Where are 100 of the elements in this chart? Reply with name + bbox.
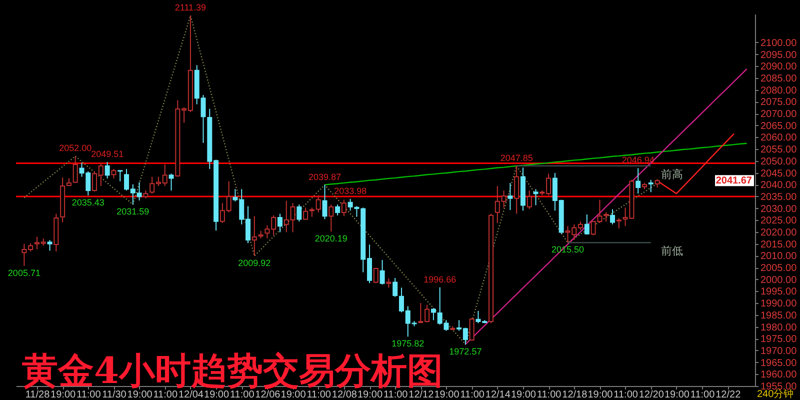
candlestick — [636, 168, 641, 194]
annotation: 2047.85 — [500, 153, 533, 163]
y-tick-label: 2100.00 — [760, 38, 798, 49]
candlestick — [111, 168, 116, 179]
y-tick-label: 2055.00 — [760, 144, 798, 156]
y-tick-label: 2010.00 — [760, 251, 798, 262]
candlestick — [380, 259, 385, 286]
candlestick — [322, 184, 328, 220]
annotation: 1972.57 — [449, 346, 482, 356]
annotation: 2031.59 — [116, 206, 150, 217]
candlestick — [303, 207, 308, 220]
y-tick-label: 2015.00 — [760, 239, 798, 250]
y-tick-label: 2000.00 — [760, 274, 798, 286]
x-tick-label: 19:00 — [434, 390, 460, 400]
annotation: 2009.92 — [238, 258, 271, 268]
x-tick-label: 19:00 — [280, 390, 306, 400]
y-tick-label: 2095.00 — [760, 50, 798, 61]
candlestick — [469, 317, 474, 342]
x-tick-label: 11:00 — [383, 390, 408, 400]
annotation: 2020.19 — [314, 234, 348, 244]
candlestick — [341, 199, 346, 217]
x-tick-label: 11/28 — [25, 390, 50, 400]
x-tick-label: 19:00 — [50, 390, 76, 400]
x-tick-label: 12/08 — [332, 390, 358, 400]
x-tick-label: 19:00 — [204, 390, 230, 400]
x-tick-label: 11:00 — [460, 390, 485, 400]
annotation: 2035.43 — [72, 197, 104, 208]
y-tick-label: 2040.00 — [760, 180, 798, 192]
y-tick-label: 2075.00 — [760, 97, 798, 108]
series-label: 前低 — [660, 246, 683, 258]
x-tick-label: 11:00 — [536, 390, 562, 400]
annotation: 1975.82 — [392, 338, 424, 349]
candlestick — [328, 204, 334, 232]
x-tick-label: 19:00 — [358, 390, 383, 400]
y-tick-label: 2060.00 — [760, 132, 798, 144]
series-label: 前高 — [660, 168, 683, 181]
annotation: 2049.51 — [91, 149, 124, 160]
annotation: 2041.67 — [716, 176, 752, 187]
x-tick-label: 19:00 — [664, 390, 690, 400]
x-tick-label: 12/18 — [562, 390, 588, 400]
annotation: 2005.71 — [8, 268, 40, 278]
y-tick-label: 1970.00 — [760, 346, 798, 357]
x-tick-label: 19:00 — [510, 390, 536, 400]
y-tick-label: 2045.00 — [760, 168, 798, 180]
candlestick — [47, 240, 52, 252]
y-tick-label: 2005.00 — [760, 263, 798, 274]
y-tick-label: 2085.00 — [760, 73, 798, 84]
y-tick-label: 2065.00 — [760, 120, 798, 132]
x-tick-label: 12/12 — [408, 390, 434, 400]
y-tick-label: 2090.00 — [760, 62, 798, 73]
candlestick — [335, 204, 340, 216]
candlestick — [533, 188, 538, 206]
y-tick-label: 1980.00 — [760, 322, 798, 334]
y-tick-label: 1990.00 — [760, 298, 798, 310]
x-tick-label: 12/06 — [255, 390, 281, 400]
y-tick-label: 1965.00 — [760, 358, 798, 369]
y-tick-label: 2080.00 — [760, 85, 798, 96]
candlestick — [252, 216, 257, 256]
candlestick — [514, 166, 520, 214]
annotation: 2039.87 — [308, 172, 342, 182]
x-tick-label: 11/30 — [102, 390, 127, 400]
x-tick-label: 12/20 — [638, 390, 664, 400]
x-tick-label: 12/14 — [485, 390, 511, 400]
candlestick — [296, 204, 302, 222]
x-tick-label: 11:00 — [153, 390, 178, 400]
y-tick-label: 2070.00 — [760, 109, 798, 120]
x-tick-label: 11:00 — [306, 390, 332, 400]
candlestick — [373, 267, 378, 284]
annotation: 2033.98 — [334, 186, 367, 196]
candlestick — [392, 277, 398, 298]
y-tick-label: 2020.00 — [760, 227, 798, 238]
x-tick-label: 11:00 — [76, 390, 102, 400]
y-tick-label: 2025.00 — [760, 216, 798, 227]
y-tick-label: 2050.00 — [760, 156, 798, 168]
x-tick-label: 19:00 — [588, 390, 614, 400]
candlestick — [616, 218, 622, 229]
candlestick — [72, 156, 78, 184]
x-tick-label: 11:00 — [690, 390, 716, 400]
y-tick-label: 1975.00 — [760, 334, 798, 346]
candlestick — [104, 162, 110, 179]
candlestick — [277, 213, 282, 233]
x-tick-label: 11:00 — [614, 390, 638, 400]
candlestick — [168, 173, 174, 192]
annotation: 2052.00 — [59, 143, 92, 154]
y-tick-label: 2030.00 — [760, 204, 798, 215]
x-tick-label: 11:00 — [230, 390, 255, 400]
x-tick-label: 12/04 — [178, 390, 204, 400]
y-tick-label: 2035.00 — [760, 192, 798, 203]
y-tick-label: 1960.00 — [760, 370, 798, 381]
candlestick — [584, 214, 590, 236]
x-tick-label: 12/22 — [716, 390, 742, 400]
annotation: 2111.39 — [174, 2, 206, 12]
candlestick — [386, 278, 392, 288]
x-tick-label: 19:00 — [127, 390, 153, 400]
candlestick — [118, 170, 123, 182]
candlestick — [508, 182, 513, 210]
y-tick-label: 1995.00 — [760, 286, 798, 298]
y-tick-label: 1985.00 — [760, 310, 798, 322]
annotation: 1996.66 — [424, 274, 456, 284]
candlestick — [610, 208, 616, 225]
